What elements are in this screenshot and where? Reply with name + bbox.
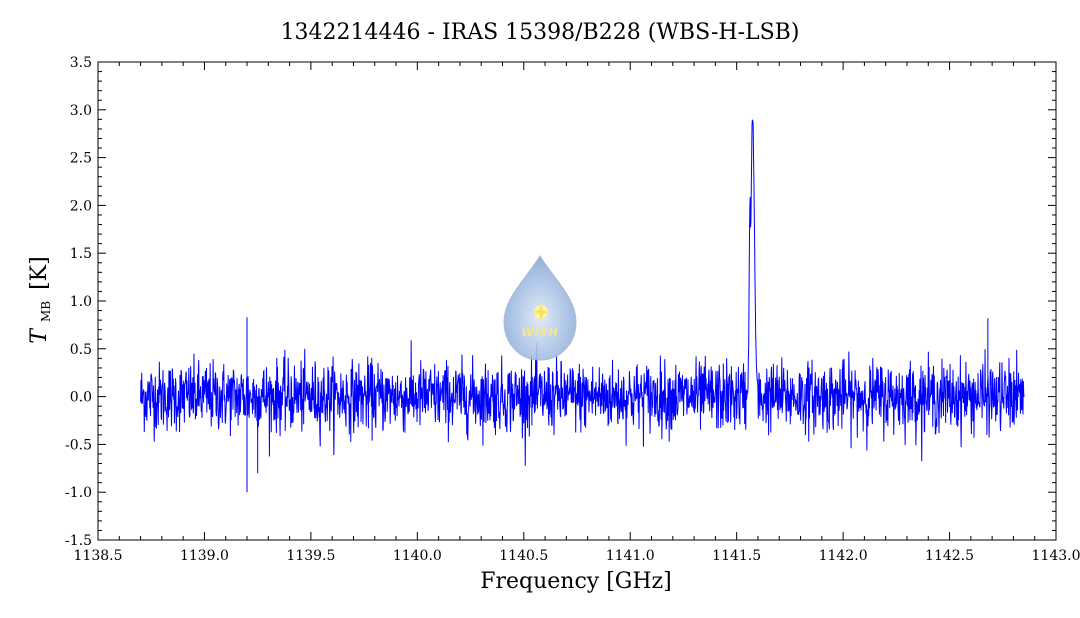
chart-title: 1342214446 - IRAS 15398/B228 (WBS-H-LSB): [281, 20, 800, 45]
y-tick-label: -0.5: [65, 437, 92, 453]
x-tick-label: 1141.0: [606, 548, 655, 564]
x-tick-label: 1139.0: [180, 548, 229, 564]
x-tick-label: 1138.5: [74, 548, 123, 564]
y-tick-label: 0.5: [70, 342, 92, 358]
star-icon: [532, 303, 550, 321]
x-tick-label: 1140.0: [393, 548, 442, 564]
svg-text:T MB [K]: T MB [K]: [27, 256, 56, 343]
y-label-unit: [K]: [27, 256, 52, 290]
y-tick-label: 3.0: [70, 103, 92, 119]
x-tick-label: 1142.5: [925, 548, 974, 564]
x-tick-label: 1142.0: [819, 548, 868, 564]
logo-text: WISH: [521, 326, 558, 339]
y-tick-label: -1.5: [65, 533, 92, 549]
y-tick-label: 0.0: [70, 390, 92, 406]
y-tick-label: 2.5: [70, 151, 92, 167]
y-tick-label: -1.0: [65, 485, 92, 501]
x-tick-label: 1139.5: [286, 548, 335, 564]
spectrum-line: [140, 119, 1025, 493]
y-label-subscript: MB: [39, 301, 53, 322]
x-axis-ticks: 1138.5 1139.0 1139.5 1140.0 1140.5 1141.0 1141…: [74, 62, 1080, 564]
x-tick-label: 1141.5: [712, 548, 761, 564]
y-tick-label: 1.0: [70, 294, 92, 310]
y-tick-label: 1.5: [70, 246, 92, 262]
wish-logo: WISH: [503, 255, 577, 361]
x-tick-label: 1143.0: [1032, 548, 1080, 564]
y-axis-ticks: -1.5 -1.0 -0.5 0.0 0.5 1.0 1.5 2.0 2.5 3.0 3.5: [65, 55, 1056, 549]
x-axis-label: Frequency [GHz]: [480, 569, 672, 594]
x-tick-label: 1140.5: [499, 548, 548, 564]
y-tick-label: 3.5: [70, 55, 92, 71]
plot-frame: [97, 61, 1057, 541]
y-label-symbol: T: [27, 327, 52, 344]
y-axis-label: T MB [K]: [27, 256, 56, 343]
y-tick-label: 2.0: [70, 198, 92, 214]
